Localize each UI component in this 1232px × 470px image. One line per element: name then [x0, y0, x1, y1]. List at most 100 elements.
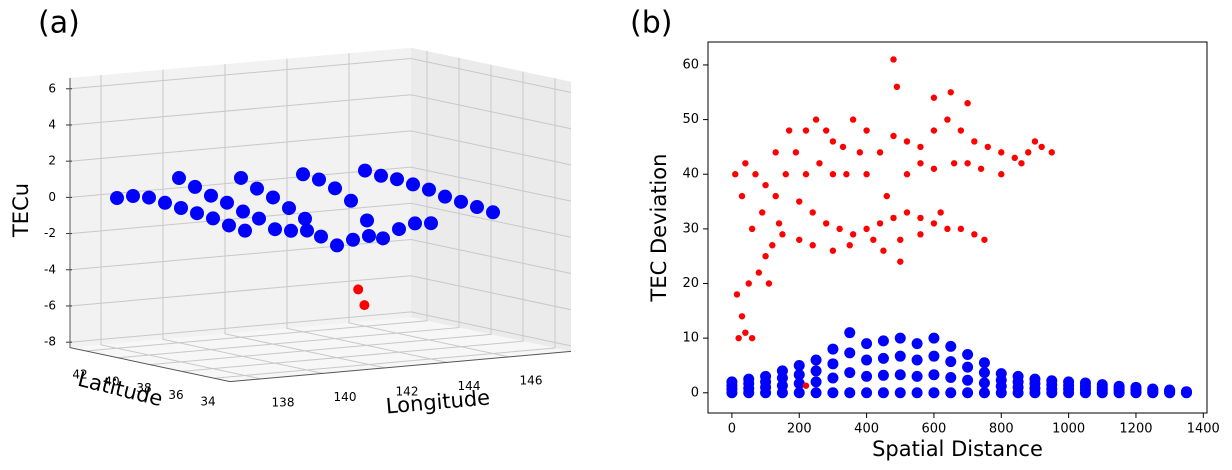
point [849, 231, 857, 238]
point [300, 223, 314, 238]
point [236, 204, 250, 219]
x-grid-line [100, 75, 262, 380]
point [971, 231, 978, 238]
x-tick-label: 200 [787, 422, 812, 437]
point [190, 206, 204, 221]
point [849, 116, 857, 123]
point [172, 171, 186, 186]
z-axis-title: TECu [9, 183, 33, 238]
point [793, 359, 805, 371]
y-grid-line [181, 71, 524, 372]
point [810, 365, 822, 377]
point [945, 340, 957, 352]
point [903, 209, 911, 216]
point [110, 191, 124, 206]
point [408, 216, 422, 231]
point [998, 171, 1005, 178]
point [964, 99, 971, 107]
point [890, 132, 897, 140]
point [360, 213, 374, 228]
point [816, 160, 823, 167]
z-grid-line [69, 130, 572, 166]
point [930, 220, 938, 227]
point [883, 192, 890, 200]
x-grid-line [348, 53, 510, 358]
point [962, 374, 974, 386]
point [911, 354, 923, 366]
point [762, 181, 769, 189]
point [745, 280, 752, 287]
point [358, 163, 372, 178]
point [234, 170, 248, 185]
point [917, 214, 924, 222]
point [252, 211, 266, 226]
point [802, 382, 810, 389]
point [769, 242, 776, 249]
point [742, 329, 749, 336]
point [779, 231, 786, 238]
z-tick-label: -8 [44, 335, 56, 349]
panel-label: (b) [630, 6, 672, 41]
y-tick-label: 50 [682, 112, 699, 127]
point [314, 229, 328, 244]
plot-frame [707, 41, 1208, 414]
point [877, 387, 889, 399]
panel-label: (a) [38, 6, 80, 41]
point [204, 188, 218, 203]
point [760, 370, 772, 382]
point [802, 127, 810, 134]
point [470, 200, 484, 215]
point [861, 387, 873, 399]
point [962, 361, 974, 373]
point [376, 231, 390, 246]
x-tick-label: 142 [396, 384, 419, 398]
point [978, 357, 990, 369]
point [282, 201, 296, 216]
point [930, 165, 938, 172]
axis-line [69, 77, 572, 383]
point [222, 218, 236, 233]
point [344, 193, 358, 208]
point [1038, 143, 1045, 151]
point [775, 220, 783, 227]
point [944, 225, 951, 233]
point [238, 223, 252, 238]
point [1029, 373, 1041, 385]
z-grid-line [69, 311, 572, 347]
point [220, 195, 234, 210]
point [142, 190, 156, 205]
point [268, 222, 282, 237]
point [861, 370, 873, 382]
y-axis-title: Latitude [75, 367, 165, 411]
point [785, 127, 793, 134]
z-grid-line [69, 202, 572, 238]
point [863, 127, 870, 134]
point [829, 171, 837, 178]
point [1031, 138, 1039, 145]
point [1147, 383, 1159, 395]
point [1079, 377, 1091, 389]
point [353, 284, 364, 295]
point [752, 171, 759, 178]
point [362, 228, 376, 243]
point [1130, 381, 1142, 393]
y-tick-label: 34 [200, 395, 215, 409]
point [880, 247, 887, 254]
point [765, 280, 773, 287]
z-tick-label: 0 [48, 190, 56, 204]
z-tick-label: 4 [48, 117, 56, 131]
point [1164, 384, 1176, 396]
point [928, 332, 940, 344]
y-axis-title: TEC Deviation [647, 154, 671, 303]
point [928, 369, 940, 381]
point [762, 252, 769, 260]
point [876, 220, 884, 227]
x-grid-line [162, 69, 324, 374]
point [917, 143, 924, 151]
point [296, 167, 310, 182]
point [772, 149, 779, 156]
z-grid-line [69, 94, 572, 130]
y-tick-label: 30 [682, 221, 699, 236]
point [877, 335, 889, 347]
